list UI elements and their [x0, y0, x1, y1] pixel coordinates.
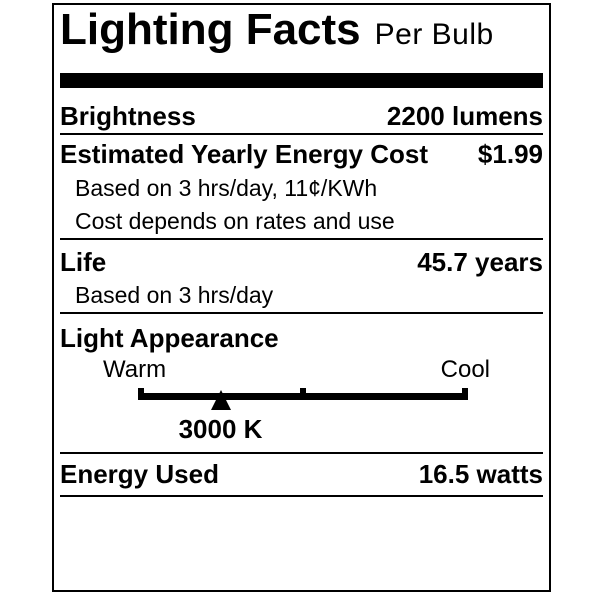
life-value: 45.7 years [417, 247, 543, 277]
energy-cost-note-disclaimer: Cost depends on rates and use [75, 208, 395, 234]
energy-cost-row: Estimated Yearly Energy Cost $1.99 [60, 137, 543, 171]
energy-used-value: 16.5 watts [418, 459, 543, 489]
energy-cost-note-rate: Based on 3 hrs/day, 11¢/KWh [75, 175, 378, 201]
color-temperature-scale [138, 388, 468, 410]
color-temperature-value: 3000 K [178, 414, 263, 444]
row-divider [60, 312, 543, 314]
row-divider [60, 238, 543, 240]
label-subtitle: Per Bulb [374, 18, 494, 51]
energy-used-label: Energy Used [60, 459, 219, 489]
lighting-facts-label: Lighting Facts Per Bulb Brightness 2200 … [52, 3, 551, 592]
header-separator-bar [60, 73, 543, 88]
brightness-value: 2200 lumens [386, 101, 543, 131]
scale-bar [138, 393, 468, 400]
row-divider [60, 452, 543, 454]
label-header: Lighting Facts Per Bulb [60, 8, 543, 52]
brightness-label: Brightness [60, 101, 196, 131]
life-label: Life [60, 247, 107, 277]
color-temperature-value-row: 3000 K [138, 412, 468, 446]
energy-cost-value: $1.99 [477, 139, 543, 169]
brightness-row: Brightness 2200 lumens [60, 99, 543, 133]
energy-cost-label: Estimated Yearly Energy Cost [60, 139, 429, 169]
row-divider [60, 495, 543, 497]
warm-label: Warm [103, 356, 167, 383]
cool-label: Cool [440, 356, 490, 383]
life-note: Based on 3 hrs/day [75, 282, 274, 308]
light-appearance-title: Light Appearance [60, 323, 279, 353]
color-temperature-marker-icon [210, 390, 231, 410]
energy-used-row: Energy Used 16.5 watts [60, 457, 543, 491]
row-divider [60, 133, 543, 135]
life-row: Life 45.7 years [60, 245, 543, 279]
scale-endpoint-labels: Warm Cool [60, 355, 543, 385]
label-title: Lighting Facts [60, 5, 361, 54]
